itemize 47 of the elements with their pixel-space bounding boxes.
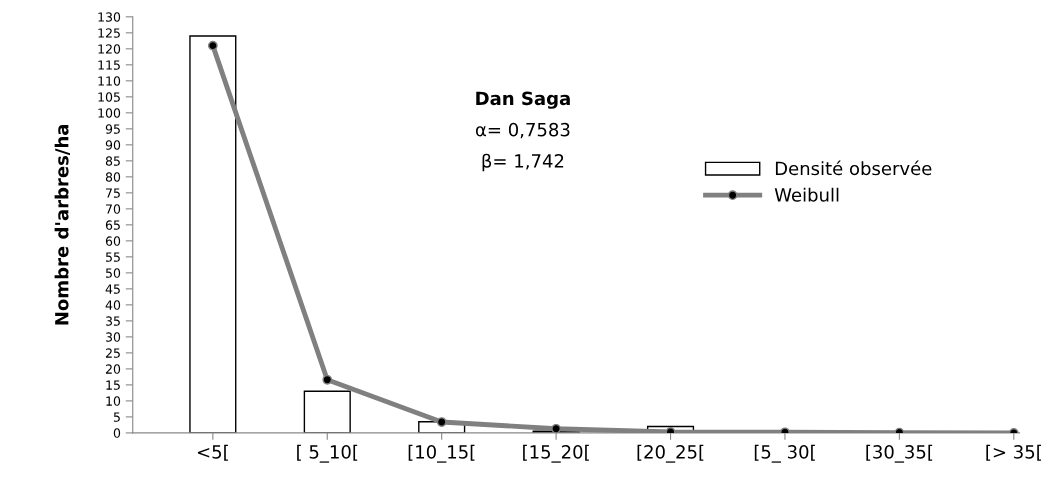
y-tick-label: 10 [106,396,121,406]
annotation: α= 0,7583 [475,122,570,139]
legend-label: Densité observée [775,160,932,176]
y-tick-label: 125 [98,28,120,38]
point [207,40,218,51]
y-tick-label: 85 [105,156,120,166]
legend-label: Weibull [774,187,839,202]
y-tick-label: 100 [98,108,121,118]
y-tick-label: 5 [113,412,120,422]
y-axis-title: Nombre d'arbres/ha [54,124,71,325]
y-tick-label: 25 [105,348,120,358]
annotation: Dan Saga [476,91,570,109]
y-tick-label: 35 [105,316,120,326]
y-tick-label: 40 [105,300,121,310]
y-tick-label: 55 [106,252,120,262]
y-tick-label: 130 [98,12,121,22]
x-tick-label: [ 5_10[ [297,444,358,463]
y-tick-label: 15 [106,380,120,390]
annotation: β= 1,742 [482,153,564,172]
x-tick-label: [5_ 30[ [754,444,815,463]
y-tick-label: 105 [98,92,120,102]
y-tick-label: 60 [105,236,121,246]
y-tick-label: 70 [106,204,121,214]
y-tick-label: 90 [105,140,121,150]
y-tick-label: 115 [98,60,120,70]
x-tick-label: [15_20[ [523,444,589,463]
y-tick-label: 65 [105,220,120,230]
x-tick-label: [10_15[ [408,444,475,463]
y-tick-label: 45 [105,284,120,294]
y-tick-label: 75 [106,188,120,198]
bar [303,390,351,433]
bar [189,35,237,433]
y-tick-label: 110 [98,76,121,86]
y-tick-label: 120 [98,44,121,54]
x-tick-label: [30_35[ [866,444,933,463]
y-tick-label: 50 [106,268,121,278]
point [436,417,447,427]
y-tick-label: 95 [105,124,120,134]
y-tick-label: 20 [105,364,121,374]
x-tick-label: [> 35[ [986,444,1042,461]
y-tick-label: 80 [105,172,121,182]
x-tick-label: <5[ [197,444,228,461]
point [322,374,333,385]
point [551,423,561,433]
y-tick-label: 30 [105,332,121,342]
y-tick-label: 0 [113,428,121,438]
x-tick-label: [20_25[ [637,444,704,463]
